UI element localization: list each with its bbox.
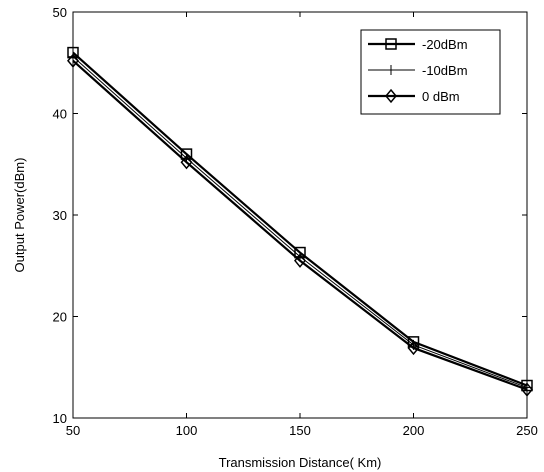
series-diamond bbox=[67, 53, 533, 397]
x-axis-title: Transmission Distance( Km) bbox=[219, 455, 382, 470]
data-point-plus bbox=[386, 65, 396, 75]
y-tick-label: 30 bbox=[53, 208, 67, 223]
data-point-diamond bbox=[180, 155, 193, 170]
data-point-square bbox=[385, 38, 397, 50]
data-point-diamond bbox=[521, 382, 533, 397]
y-tick-label: 20 bbox=[53, 310, 67, 325]
legend-label: -10dBm bbox=[422, 63, 468, 78]
legend-label: 0 dBm bbox=[422, 89, 460, 104]
data-point-diamond bbox=[294, 253, 306, 268]
data-point-diamond bbox=[67, 53, 79, 68]
data-point-diamond bbox=[385, 88, 397, 104]
y-tick-label: 50 bbox=[53, 5, 67, 20]
legend-label: -20dBm bbox=[422, 37, 468, 52]
legend-item: -10dBm bbox=[368, 63, 468, 78]
legend: -20dBm -10dBm 0 dBm bbox=[360, 29, 501, 115]
data-point-plus bbox=[68, 51, 78, 62]
series-line bbox=[72, 59, 528, 391]
ticks-layer: 50 100 150 200 250 10 20 30 40 50 bbox=[53, 5, 538, 438]
y-axis-title: Output Power(dBm) bbox=[12, 158, 27, 273]
y-tick-label: 40 bbox=[53, 107, 67, 122]
x-tick-label: 150 bbox=[289, 423, 311, 438]
legend-item: -20dBm bbox=[368, 37, 468, 52]
x-tick-label: 250 bbox=[516, 423, 538, 438]
x-tick-label: 50 bbox=[66, 423, 80, 438]
y-tick-label: 10 bbox=[53, 411, 67, 426]
data-point-diamond bbox=[407, 340, 420, 356]
x-tick-label: 100 bbox=[176, 423, 198, 438]
x-tick-label: 200 bbox=[403, 423, 425, 438]
series-layer bbox=[67, 46, 533, 397]
legend-item: 0 dBm bbox=[368, 88, 460, 104]
